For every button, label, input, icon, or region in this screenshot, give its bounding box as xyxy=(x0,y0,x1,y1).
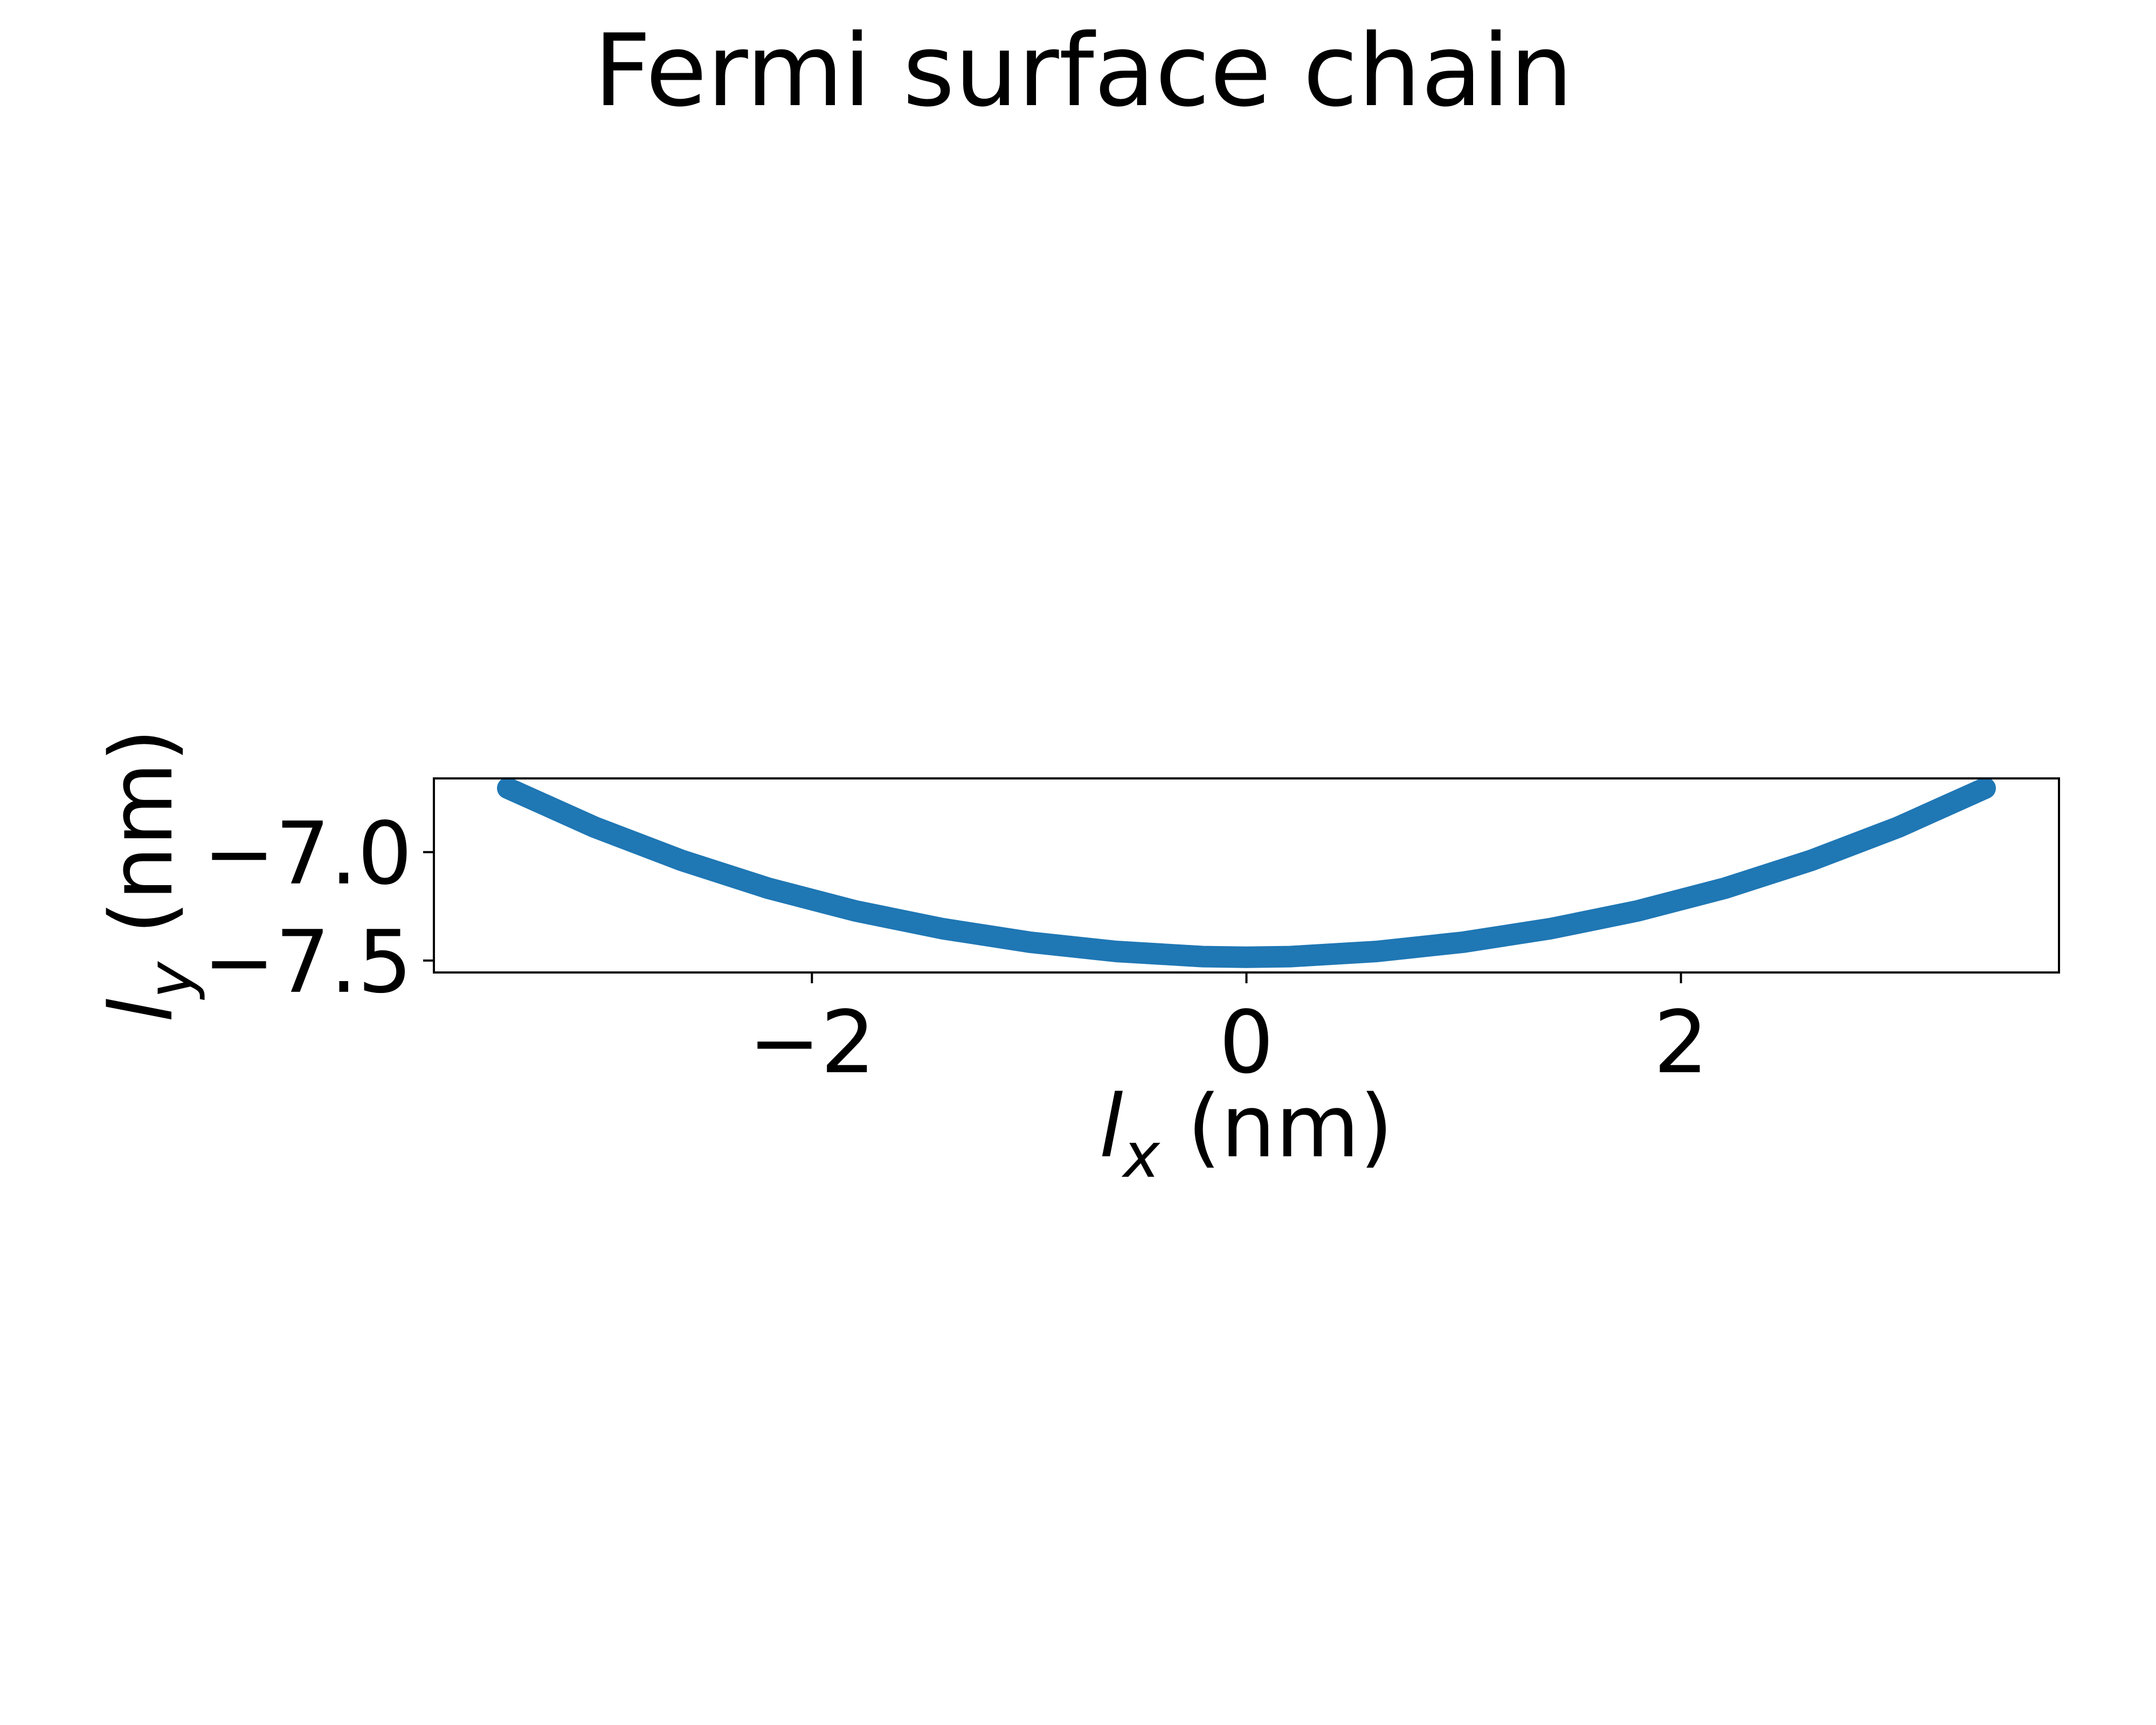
y-tick-label-1: −7.5 xyxy=(203,912,412,1012)
x-tick-label-1: 0 xyxy=(1219,992,1274,1093)
y-tick-label-0: −7.0 xyxy=(203,803,412,904)
y-axis: −7.0−7.5 xyxy=(203,803,434,1012)
x-axis: −2 0 2 xyxy=(748,972,1709,1093)
y-axis-label-sub: y xyxy=(135,961,207,1000)
y-axis-label-unit: (nm) xyxy=(91,728,192,962)
x-axis-label: lx (nm) xyxy=(1099,1076,1393,1192)
plot-area xyxy=(433,777,2060,974)
x-axis-label-var: l xyxy=(1099,1076,1123,1177)
chart-title: Fermi surface chain xyxy=(594,12,1573,129)
x-tick-label-2: 2 xyxy=(1654,992,1709,1093)
series-line-0 xyxy=(497,778,1996,968)
x-axis-label-sub: x xyxy=(1122,1120,1161,1192)
x-tick-label-0: −2 xyxy=(748,992,875,1093)
y-axis-label: ly (nm) xyxy=(91,728,207,1022)
axes-frame xyxy=(433,777,2060,974)
x-axis-label-unit: (nm) xyxy=(1160,1076,1393,1177)
y-axis-label-var: l xyxy=(91,998,192,1022)
